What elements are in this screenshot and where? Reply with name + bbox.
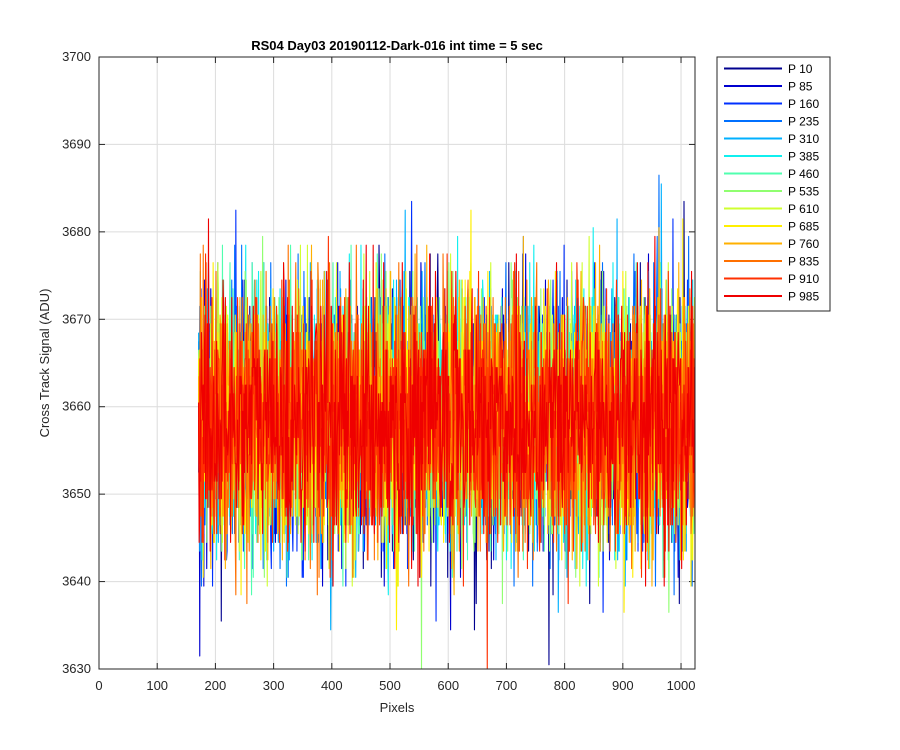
x-tick-label: 100 (146, 678, 168, 693)
legend-box (716, 56, 831, 312)
x-tick-label: 800 (554, 678, 576, 693)
legend-label: P 385 (788, 150, 819, 164)
y-tick-label: 3670 (62, 311, 91, 326)
y-tick-label: 3650 (62, 486, 91, 501)
legend-label: P 10 (788, 62, 813, 76)
y-tick-label: 3700 (62, 49, 91, 64)
legend-label: P 85 (788, 80, 813, 94)
y-tick-label: 3690 (62, 136, 91, 151)
plot-frame (98, 56, 696, 670)
legend-label: P 610 (788, 202, 819, 216)
legend-label: P 835 (788, 255, 819, 269)
legend[interactable]: P 10 P 85 P 160 P 235 P 310 P 385 P 460 P 535 P … (716, 56, 831, 312)
legend-label: P 910 (788, 272, 819, 286)
y-tick-label: 3630 (62, 661, 91, 676)
x-axis-label: Pixels (380, 700, 415, 715)
legend-label: P 310 (788, 132, 819, 146)
x-tick-label: 600 (437, 678, 459, 693)
legend-label: P 235 (788, 115, 819, 129)
legend-items: P 10 P 85 P 160 P 235 P 310 P 385 P 460 P 535 P … (724, 62, 819, 304)
x-tick-label: 400 (321, 678, 343, 693)
legend-label: P 760 (788, 237, 819, 251)
y-tick-label: 3660 (62, 399, 91, 414)
x-tick-label: 700 (496, 678, 518, 693)
legend-label: P 160 (788, 97, 819, 111)
legend-label: P 460 (788, 167, 819, 181)
y-axis-label: Cross Track Signal (ADU) (37, 289, 52, 438)
x-tick-label: 1000 (667, 678, 696, 693)
legend-label: P 685 (788, 220, 819, 234)
x-tick-label: 200 (205, 678, 227, 693)
y-tick-label: 3640 (62, 574, 91, 589)
legend-label: P 985 (788, 290, 819, 304)
chart-title: RS04 Day03 20190112-Dark-016 int time = … (251, 38, 543, 53)
y-axis-ticks: 3630 3640 3650 3660 3670 3680 3690 3700 (62, 49, 695, 676)
x-tick-label: 0 (95, 678, 102, 693)
x-tick-label: 500 (379, 678, 401, 693)
x-tick-label: 900 (612, 678, 634, 693)
x-axis-ticks: 0 100 200 300 400 500 600 700 800 900 1000 (95, 57, 695, 693)
x-tick-label: 300 (263, 678, 285, 693)
y-tick-label: 3680 (62, 224, 91, 239)
legend-label: P 535 (788, 185, 819, 199)
